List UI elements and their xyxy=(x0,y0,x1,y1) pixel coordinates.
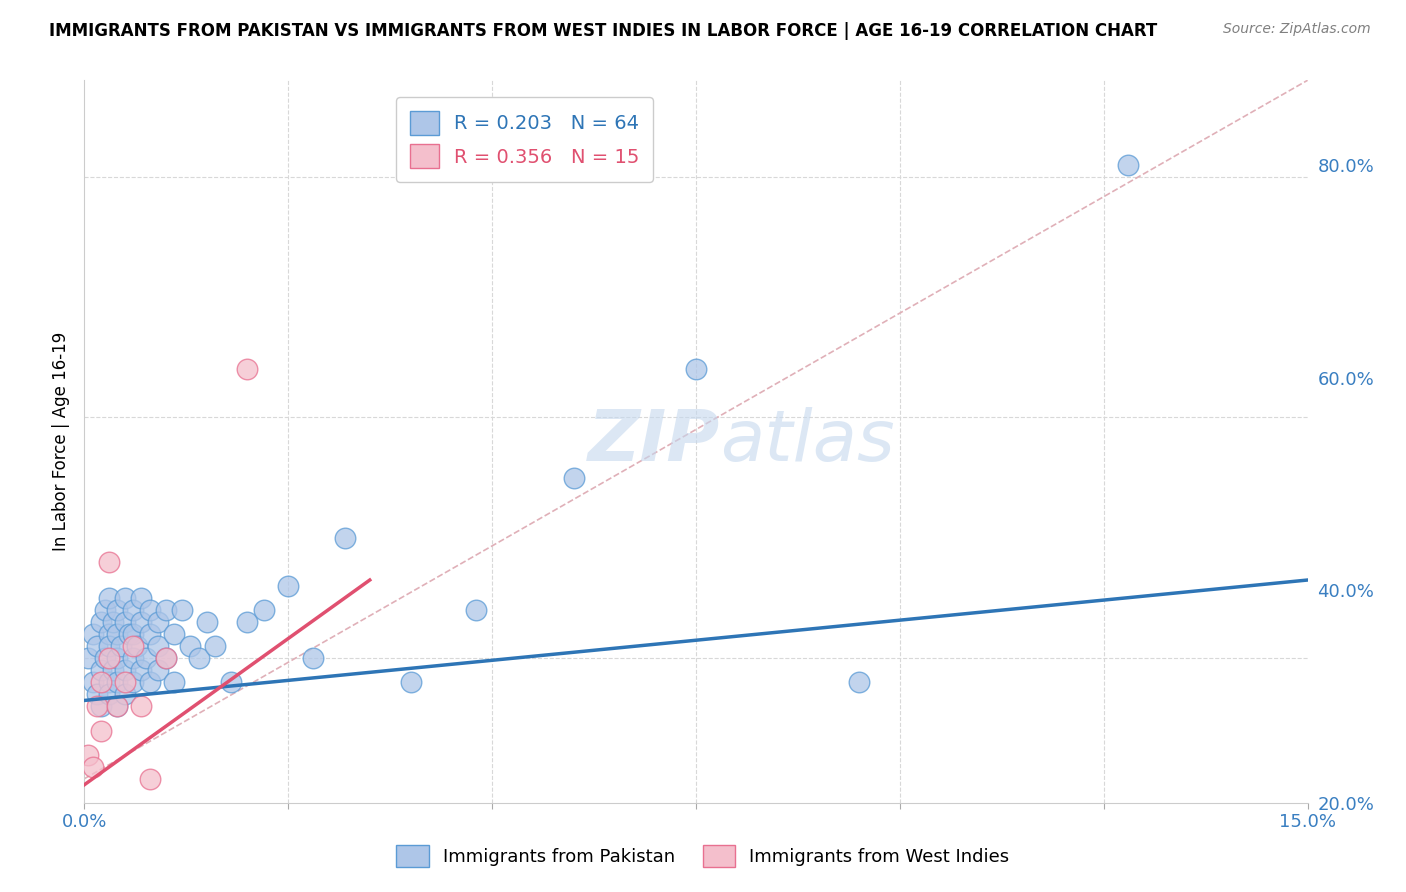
Point xyxy=(138,627,160,641)
Point xyxy=(131,699,153,714)
Point xyxy=(77,651,100,665)
Point xyxy=(105,603,128,617)
Point xyxy=(97,639,120,653)
Point xyxy=(90,675,112,690)
Point xyxy=(127,639,149,653)
Point xyxy=(131,615,153,630)
Point xyxy=(114,664,136,678)
Point xyxy=(179,639,201,653)
Point xyxy=(236,362,259,376)
Point xyxy=(195,615,218,630)
Point xyxy=(114,615,136,630)
Point xyxy=(97,675,120,690)
Point xyxy=(82,627,104,641)
Legend: Immigrants from Pakistan, Immigrants from West Indies: Immigrants from Pakistan, Immigrants fro… xyxy=(389,838,1017,874)
Point xyxy=(122,603,145,617)
Y-axis label: In Labor Force | Age 16-19: In Labor Force | Age 16-19 xyxy=(52,332,70,551)
Point xyxy=(82,675,104,690)
Point xyxy=(399,675,422,690)
Text: IMMIGRANTS FROM PAKISTAN VS IMMIGRANTS FROM WEST INDIES IN LABOR FORCE | AGE 16-: IMMIGRANTS FROM PAKISTAN VS IMMIGRANTS F… xyxy=(49,22,1157,40)
Point xyxy=(135,651,157,665)
Point xyxy=(86,687,108,701)
Point xyxy=(335,531,357,545)
Point xyxy=(90,664,112,678)
Point xyxy=(90,723,112,738)
Text: Source: ZipAtlas.com: Source: ZipAtlas.com xyxy=(1223,22,1371,37)
Point xyxy=(105,699,128,714)
Point xyxy=(219,675,242,690)
Point xyxy=(138,675,160,690)
Point xyxy=(131,591,153,606)
Point xyxy=(86,639,108,653)
Point xyxy=(114,675,136,690)
Point xyxy=(163,675,186,690)
Point xyxy=(253,603,276,617)
Point xyxy=(110,639,132,653)
Point xyxy=(122,675,145,690)
Point xyxy=(105,651,128,665)
Point xyxy=(77,747,100,762)
Point xyxy=(90,699,112,714)
Point xyxy=(105,675,128,690)
Point xyxy=(101,615,124,630)
Point xyxy=(146,639,169,653)
Point xyxy=(138,603,160,617)
Point xyxy=(155,651,177,665)
Point xyxy=(1116,157,1139,171)
Point xyxy=(131,664,153,678)
Point xyxy=(155,651,177,665)
Point xyxy=(122,651,145,665)
Point xyxy=(848,675,870,690)
Legend: R = 0.203   N = 64, R = 0.356   N = 15: R = 0.203 N = 64, R = 0.356 N = 15 xyxy=(396,97,654,182)
Point xyxy=(155,603,177,617)
Point xyxy=(105,699,128,714)
Point xyxy=(93,651,115,665)
Point xyxy=(464,603,486,617)
Point xyxy=(93,603,115,617)
Point xyxy=(277,579,299,593)
Point xyxy=(138,772,160,786)
Point xyxy=(146,664,169,678)
Point xyxy=(114,687,136,701)
Point xyxy=(90,615,112,630)
Point xyxy=(101,664,124,678)
Text: ZIP: ZIP xyxy=(588,407,720,476)
Point xyxy=(236,615,259,630)
Point xyxy=(97,555,120,569)
Point xyxy=(301,651,323,665)
Point xyxy=(105,627,128,641)
Point xyxy=(146,615,169,630)
Point xyxy=(122,639,145,653)
Point xyxy=(82,760,104,774)
Point xyxy=(114,591,136,606)
Point xyxy=(97,591,120,606)
Point xyxy=(118,627,141,641)
Point xyxy=(204,639,226,653)
Point xyxy=(172,603,194,617)
Point xyxy=(187,651,209,665)
Point xyxy=(97,687,120,701)
Point xyxy=(163,627,186,641)
Point xyxy=(97,651,120,665)
Point xyxy=(562,470,585,484)
Point xyxy=(97,627,120,641)
Text: atlas: atlas xyxy=(720,407,896,476)
Point xyxy=(122,627,145,641)
Point xyxy=(685,362,707,376)
Point xyxy=(86,699,108,714)
